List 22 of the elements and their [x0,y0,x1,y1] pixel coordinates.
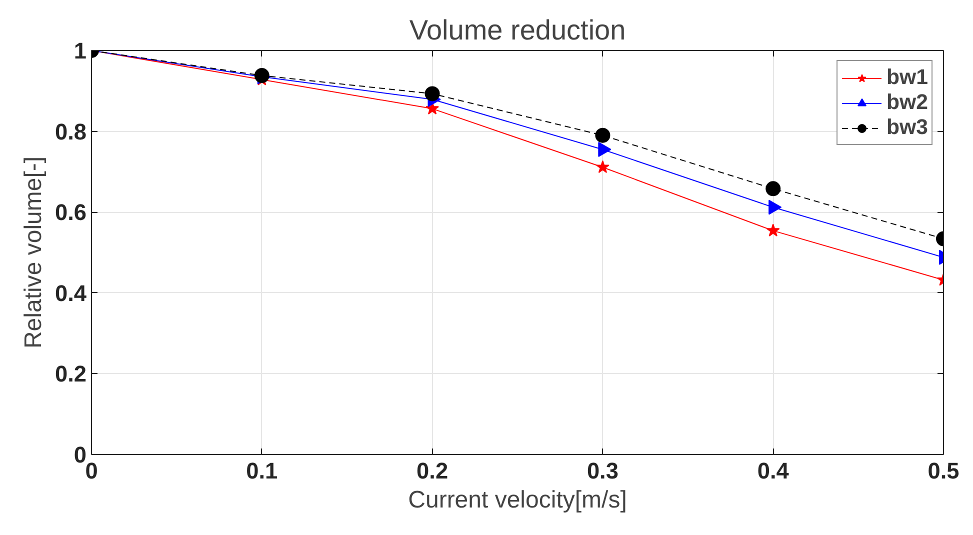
x-tick-label: 0.4 [757,458,790,484]
point [596,160,610,174]
legend-label: bw2 [886,90,928,115]
point [766,224,780,236]
y-tick-label: 0.6 [55,199,87,226]
x-tick-label: 0.3 [586,458,618,484]
legend-label: bw3 [886,115,928,140]
x-tick-label: 0.5 [928,458,960,484]
y-tick-label: 0.4 [55,280,87,306]
x-axis-title: Current velocity[m/s] [408,486,627,514]
chart-title: Volume reduction [409,14,626,46]
x-tick-label: 0.1 [246,458,278,484]
y-tick-label: 1 [74,38,87,64]
y-tick-label: 0 [74,442,87,468]
x-tick-label: 0.2 [416,458,448,484]
point [766,181,781,196]
point [424,86,440,102]
point [595,128,610,143]
legend-label: bw1 [886,65,928,90]
y-tick-label: 0.8 [55,118,87,144]
y-tick-label: 0.2 [55,360,87,387]
y-axis-title: Relative volume[-] [20,156,48,349]
